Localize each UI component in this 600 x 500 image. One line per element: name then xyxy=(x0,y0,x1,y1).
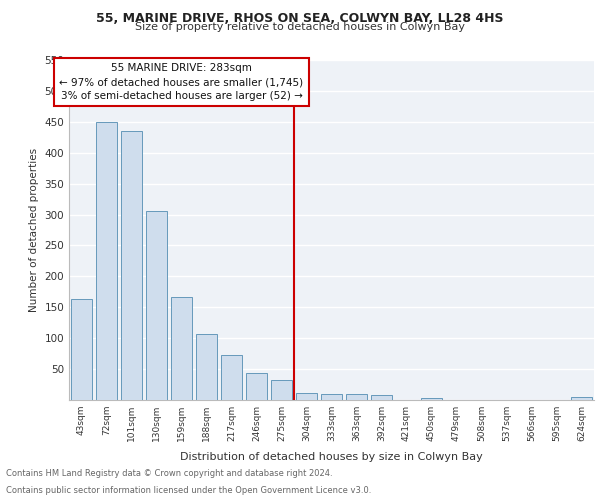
Bar xyxy=(171,298,192,400)
Text: Contains public sector information licensed under the Open Government Licence v3: Contains public sector information licen… xyxy=(6,486,371,495)
Text: 55, MARINE DRIVE, RHOS ON SEA, COLWYN BAY, LL28 4HS: 55, MARINE DRIVE, RHOS ON SEA, COLWYN BA… xyxy=(96,12,504,26)
Bar xyxy=(146,211,167,400)
Bar xyxy=(96,122,117,400)
X-axis label: Distribution of detached houses by size in Colwyn Bay: Distribution of detached houses by size … xyxy=(180,452,483,462)
Bar xyxy=(371,395,392,400)
Bar xyxy=(196,334,217,400)
Bar xyxy=(221,356,242,400)
Text: Contains HM Land Registry data © Crown copyright and database right 2024.: Contains HM Land Registry data © Crown c… xyxy=(6,468,332,477)
Bar xyxy=(271,380,292,400)
Bar xyxy=(571,397,592,400)
Bar xyxy=(246,373,267,400)
Text: Size of property relative to detached houses in Colwyn Bay: Size of property relative to detached ho… xyxy=(135,22,465,32)
Bar xyxy=(321,394,342,400)
Text: 55 MARINE DRIVE: 283sqm
← 97% of detached houses are smaller (1,745)
3% of semi-: 55 MARINE DRIVE: 283sqm ← 97% of detache… xyxy=(59,63,304,101)
Bar xyxy=(296,392,317,400)
Y-axis label: Number of detached properties: Number of detached properties xyxy=(29,148,39,312)
Bar xyxy=(121,131,142,400)
Bar xyxy=(71,299,92,400)
Bar xyxy=(421,398,442,400)
Bar xyxy=(346,394,367,400)
